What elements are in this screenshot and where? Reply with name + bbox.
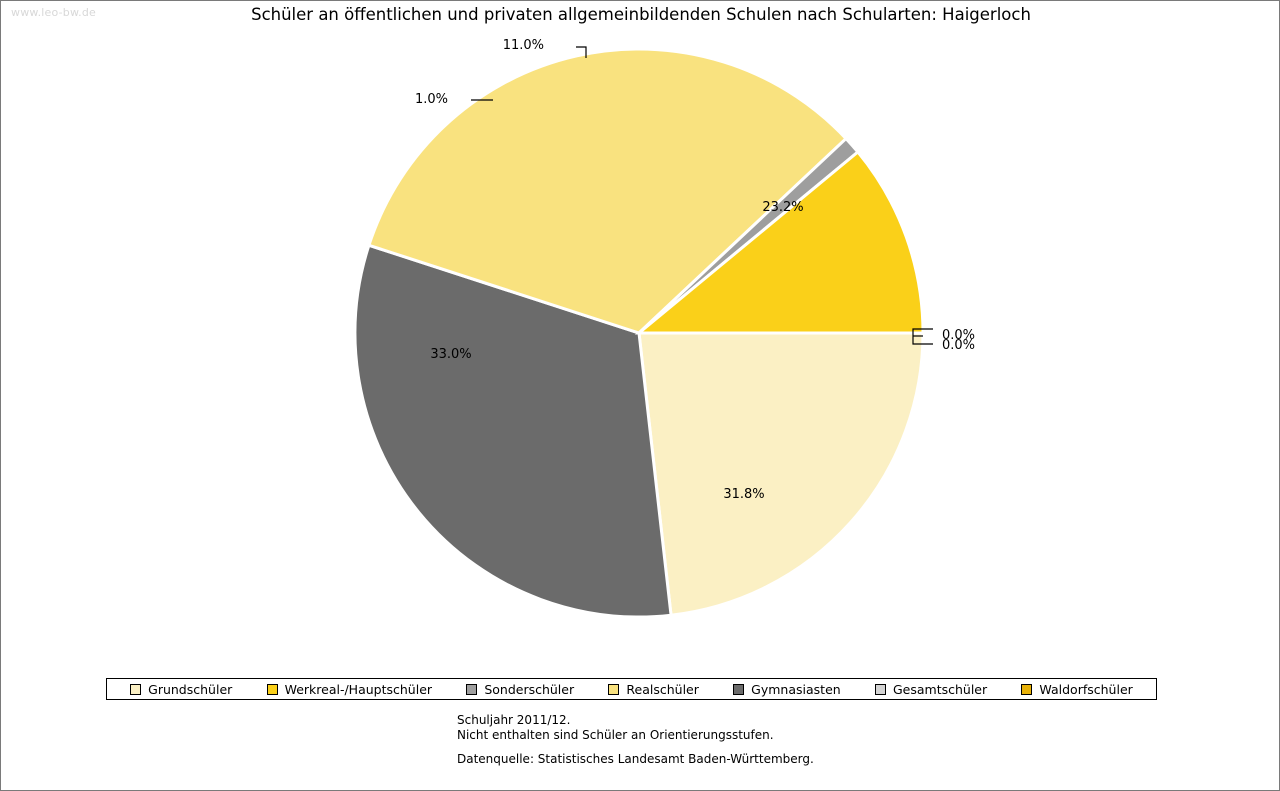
pie-slice[interactable] (634, 149, 925, 335)
legend-item[interactable]: Gymnasiasten (733, 682, 841, 697)
pie-slice[interactable] (637, 331, 925, 617)
legend-swatch-icon (1021, 683, 1033, 695)
legend-swatch-icon (608, 683, 620, 695)
pie-slice-label: 31.8% (723, 487, 764, 502)
legend: Grundschüler Werkreal-/Hauptschüler Sonder… (106, 678, 1157, 700)
footnote-datenquelle: Datenquelle: Statistisches Landesamt Bad… (457, 752, 814, 766)
legend-item[interactable]: Waldorfschüler (1021, 681, 1133, 697)
pie-slice[interactable] (353, 243, 673, 619)
watermark: www.leo-bw.de (11, 6, 97, 19)
legend-item-label: Waldorfschüler (1039, 681, 1133, 697)
footnotes: Schuljahr 2011/12. Nicht enthalten sind … (457, 713, 814, 767)
pie-slice-label: 0.0% (942, 338, 975, 353)
page-title: Schüler an öffentlichen und privaten all… (251, 5, 1031, 24)
legend-item-label: Sonderschüler (484, 681, 575, 697)
pie-slice-label: 0.0% (942, 328, 975, 343)
legend-item[interactable]: Gesamtschüler (874, 681, 988, 697)
legend-item[interactable]: Grundschüler (130, 682, 232, 697)
pie-leader-lines (471, 46, 933, 345)
pie-chart: 23.2% 0.0% 0.0% 31.8% 33.0% 1.0% 11.0% (1, 1, 1279, 681)
legend-swatch-icon (466, 683, 478, 695)
footnote-schuljahr: Schuljahr 2011/12. (457, 713, 571, 727)
footnote-spacer (457, 743, 814, 752)
legend-item[interactable]: Sonderschüler (466, 682, 574, 697)
pie-slice-label: 33.0% (430, 347, 471, 362)
pie-slice-label: 23.2% (762, 200, 803, 215)
legend-swatch-icon (130, 683, 142, 695)
legend-swatch-icon (733, 683, 745, 695)
label-leader-line (576, 46, 587, 58)
legend-item-label: Grundschüler (148, 681, 233, 697)
legend-item-label: Gesamtschüler (892, 681, 988, 697)
footnote-orientierungsstufen: Nicht enthalten sind Schüler an Orientie… (457, 728, 774, 742)
legend-swatch-icon (874, 683, 886, 695)
pie-slice-label: 1.0% (415, 92, 448, 107)
legend-item-label: Gymnasiasten (751, 681, 841, 697)
legend-item-label: Werkreal-/Hauptschüler (284, 681, 433, 697)
pie-slice-labels: 23.2% 0.0%0.0% 31.8% 33.0% 1.0% 11.0% (415, 38, 975, 502)
pie-slice-group (353, 47, 925, 619)
legend-item[interactable]: Realschüler (608, 681, 699, 697)
legend-item-label: Realschüler (626, 681, 699, 697)
legend-swatch-icon (266, 683, 278, 695)
legend-item[interactable]: Werkreal-/Hauptschüler (266, 681, 433, 697)
pie-slice-label: 11.0% (503, 38, 544, 53)
pie-svg: 23.2% 0.0%0.0% 31.8% 33.0% 1.0% 11.0% (353, 38, 975, 619)
pie-slice[interactable] (367, 47, 849, 335)
